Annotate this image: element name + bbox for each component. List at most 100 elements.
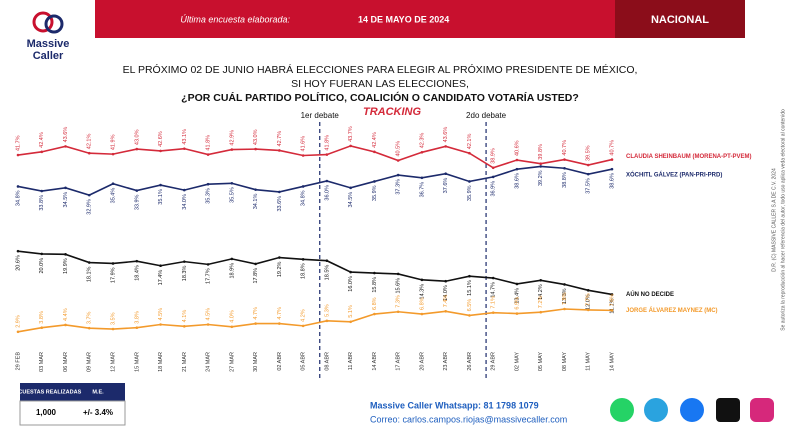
point: [254, 188, 257, 191]
point: [373, 180, 376, 183]
point: [349, 270, 352, 274]
facebook-icon[interactable]: [680, 398, 704, 422]
x-tick-label: 23 ABR: [443, 352, 449, 371]
series-line: [17, 145, 613, 169]
point: [159, 264, 162, 268]
value-label: 42.1%: [467, 134, 473, 150]
telegram-icon[interactable]: [644, 398, 668, 422]
point: [87, 151, 91, 155]
logo-text: Caller: [33, 50, 64, 62]
point: [444, 145, 447, 148]
value-label: 6.8%: [372, 297, 378, 310]
value-label: 37.6%: [443, 178, 449, 194]
value-label: 40.5%: [396, 141, 402, 157]
title-line: EL PRÓXIMO 02 DE JUNIO HABRÁ ELECCIONES …: [123, 63, 638, 76]
point: [254, 147, 257, 151]
x-icon[interactable]: [716, 398, 740, 422]
x-tick-label: 12 MAR: [110, 352, 116, 372]
value-label: 38.8%: [562, 172, 568, 188]
point: [610, 158, 614, 161]
value-label: 43.0%: [253, 129, 259, 145]
point: [444, 309, 447, 313]
value-label: 18.8%: [301, 263, 307, 279]
value-label: 33.8%: [39, 195, 45, 211]
debate-label: 1er debate: [301, 111, 340, 120]
value-label: 7.1%: [491, 296, 497, 309]
point: [278, 149, 281, 152]
table-header-cell: M.E.: [92, 389, 104, 395]
point: [87, 326, 91, 330]
value-label: 34.5%: [63, 192, 69, 208]
point: [586, 289, 590, 292]
table-header-cell: ENCUESTAS REALIZADAS: [11, 389, 82, 395]
point: [539, 165, 543, 168]
point: [301, 185, 305, 188]
value-label: 38.6%: [514, 173, 520, 189]
value-label: 34.8%: [301, 190, 307, 206]
point: [16, 153, 20, 157]
point: [373, 312, 376, 316]
point: [111, 262, 115, 265]
instagram-icon[interactable]: [750, 398, 774, 422]
value-label: 11.1%: [609, 298, 615, 313]
contact-email: Correo: carlos.campos.riojas@massivecall…: [370, 414, 567, 424]
value-label: 34.8%: [15, 190, 21, 206]
point: [111, 182, 115, 186]
point: [64, 253, 67, 256]
value-label: 41.6%: [301, 136, 307, 152]
x-tick-label: 21 MAR: [182, 352, 188, 372]
x-tick-label: 11 MAY: [586, 352, 592, 371]
value-label: 16.0%: [348, 276, 354, 292]
x-tick-label: 08 ABR: [324, 352, 330, 371]
point: [230, 148, 234, 151]
region-band: [615, 0, 745, 38]
value-label: 40.7%: [609, 140, 615, 156]
value-label: 5.1%: [348, 305, 354, 318]
value-label: 4.7%: [253, 307, 259, 320]
point: [183, 325, 186, 328]
point: [586, 308, 590, 312]
header-band: [95, 0, 615, 38]
point: [183, 147, 186, 150]
point: [515, 158, 519, 162]
x-tick-label: 03 MAR: [39, 352, 45, 372]
value-label: 3.8%: [39, 311, 45, 324]
whatsapp-icon[interactable]: [610, 398, 634, 422]
point: [563, 166, 566, 170]
value-label: 42.1%: [87, 134, 93, 150]
value-label: 41.8%: [324, 135, 330, 151]
point: [420, 278, 424, 282]
logo-ring: [44, 14, 64, 34]
debate-label: 2do debate: [466, 111, 507, 120]
social-icons: [610, 398, 774, 422]
value-label: 20.0%: [39, 258, 45, 274]
x-tick-label: 02 ABR: [277, 352, 283, 371]
value-label: 41.7%: [15, 135, 21, 151]
side-note: Se autoriza la reproducción al hacer ref…: [780, 109, 786, 331]
value-label: 38.9%: [491, 148, 497, 164]
point: [159, 149, 162, 153]
point: [539, 279, 543, 282]
point: [586, 163, 590, 167]
value-label: 42.7%: [277, 131, 283, 147]
point: [87, 193, 91, 197]
survey-label: Última encuesta elaborada:: [180, 14, 290, 24]
point: [468, 180, 471, 183]
survey-date: 14 DE MAYO DE 2024: [358, 14, 449, 24]
value-label: 6.5%: [467, 299, 473, 312]
point: [515, 282, 519, 286]
legend-label: AÚN NO DECIDE: [626, 291, 674, 298]
point: [111, 152, 115, 156]
point: [206, 153, 210, 156]
value-label: 6.9%: [514, 297, 520, 310]
value-label: 43.7%: [348, 126, 354, 142]
logo-text: Massive: [27, 38, 70, 50]
value-label: 37.3%: [396, 179, 402, 195]
x-tick-label: 20 ABR: [419, 352, 425, 371]
point: [396, 272, 400, 276]
point: [301, 154, 305, 157]
value-label: 33.9%: [134, 194, 140, 210]
value-label: 4.2%: [301, 309, 307, 322]
point: [135, 326, 139, 329]
value-label: 4.5%: [206, 308, 212, 321]
